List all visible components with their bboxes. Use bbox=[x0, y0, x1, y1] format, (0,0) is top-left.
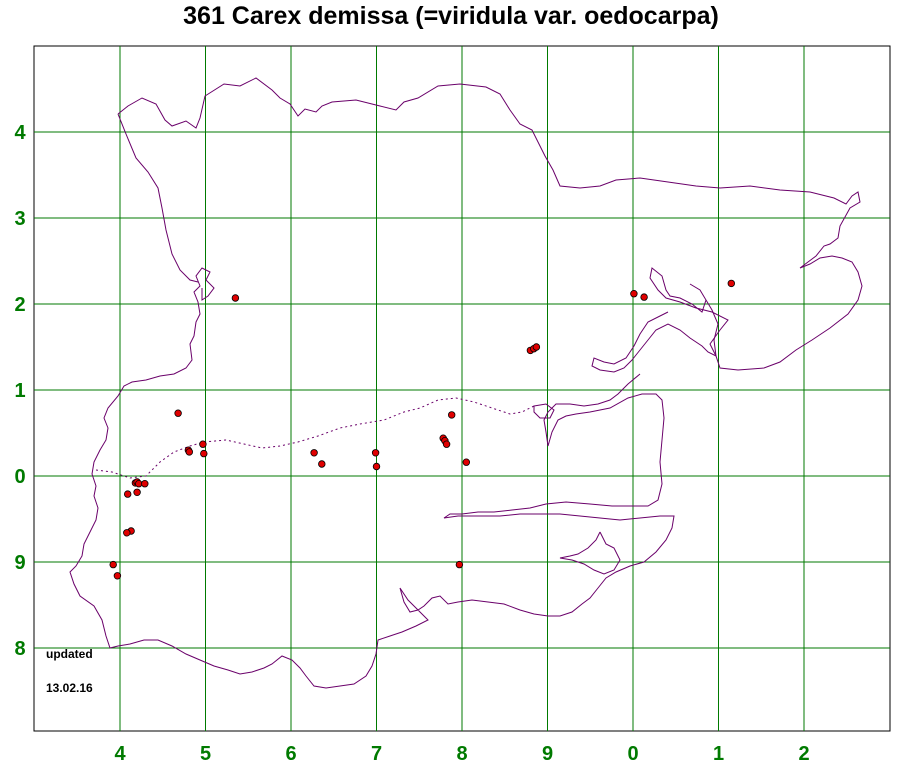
x-tick-label: 0 bbox=[627, 743, 638, 765]
coastline-main bbox=[117, 77, 863, 371]
y-tick-label: 2 bbox=[14, 294, 25, 316]
map-title: 361 Carex demissa (=viridula var. oedoca… bbox=[183, 2, 719, 30]
record-dot bbox=[174, 409, 182, 417]
record-dot bbox=[455, 560, 464, 569]
coastline-mid bbox=[69, 267, 675, 689]
record-dot bbox=[199, 440, 207, 448]
record-dot bbox=[462, 458, 470, 466]
x-tick-label: 8 bbox=[456, 743, 467, 765]
record-dot bbox=[185, 448, 193, 456]
y-tick-label: 9 bbox=[14, 552, 25, 574]
record-dot bbox=[630, 290, 638, 298]
y-tick-label: 8 bbox=[14, 638, 25, 660]
record-dot bbox=[123, 490, 132, 498]
record-dot bbox=[200, 449, 208, 458]
record-dot bbox=[133, 488, 141, 496]
record-dot bbox=[113, 572, 122, 580]
updated-label: updated bbox=[46, 647, 93, 661]
x-tick-label: 9 bbox=[542, 743, 553, 765]
grid-lines bbox=[34, 46, 890, 731]
record-dot bbox=[310, 449, 318, 457]
coastline-west bbox=[117, 113, 199, 283]
x-tick-label: 6 bbox=[285, 743, 296, 765]
coastline-estuary bbox=[591, 299, 719, 373]
x-tick-label: 2 bbox=[798, 743, 809, 765]
x-tick-label: 1 bbox=[713, 743, 724, 765]
x-tick-label: 4 bbox=[114, 743, 126, 765]
record-dot bbox=[231, 294, 240, 302]
record-dot bbox=[448, 411, 456, 419]
updated-date: 13.02.16 bbox=[46, 681, 93, 695]
y-tick-label: 3 bbox=[14, 208, 25, 230]
record-dot bbox=[123, 529, 131, 537]
x-tick-label: 7 bbox=[371, 743, 382, 765]
record-dot bbox=[442, 440, 451, 448]
record-dot bbox=[109, 560, 117, 569]
record-dot bbox=[727, 279, 735, 288]
record-dots bbox=[109, 279, 735, 580]
y-tick-label: 0 bbox=[14, 466, 25, 488]
y-tick-label: 1 bbox=[14, 380, 25, 402]
record-dot bbox=[372, 462, 381, 471]
x-tick-label: 5 bbox=[200, 743, 211, 765]
coastline-south-inlet bbox=[559, 531, 621, 575]
coastline bbox=[69, 77, 863, 689]
record-dot bbox=[141, 480, 149, 488]
coastline-islet bbox=[533, 403, 555, 419]
boundary-dotted bbox=[95, 397, 535, 479]
y-tick-label: 4 bbox=[14, 122, 26, 144]
record-dot bbox=[640, 293, 648, 301]
record-dot bbox=[371, 449, 380, 457]
record-dot bbox=[532, 343, 541, 351]
record-dot bbox=[318, 460, 326, 468]
